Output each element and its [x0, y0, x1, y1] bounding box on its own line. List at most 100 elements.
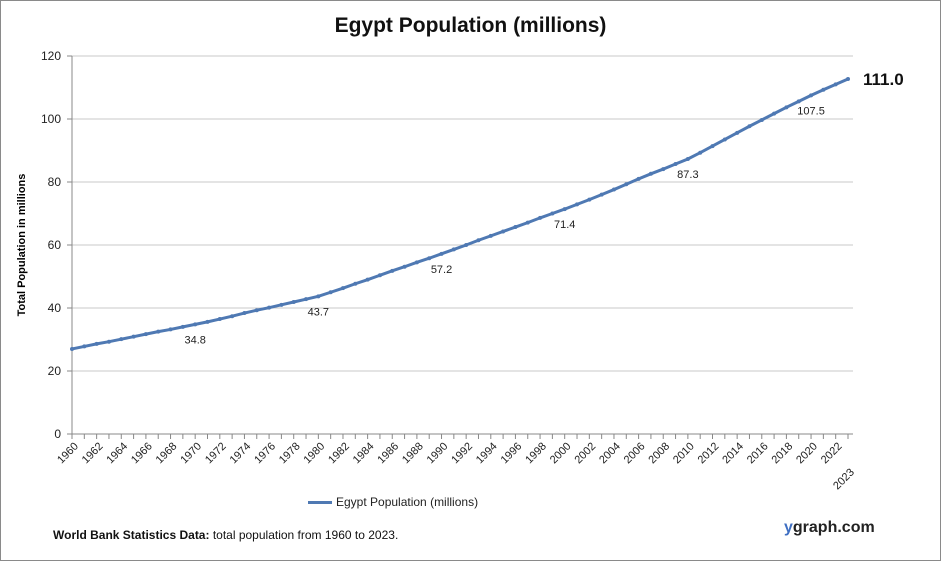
chart-title: Egypt Population (millions): [334, 14, 607, 37]
data-point: [402, 264, 407, 269]
y-tick-label: 0: [54, 427, 61, 441]
data-point: [414, 260, 419, 265]
data-point: [624, 182, 629, 187]
data-point: [821, 87, 826, 92]
data-label: 43.7: [308, 306, 329, 318]
brand-rest: graph.com: [792, 519, 875, 536]
x-tick-label: 1982: [326, 440, 352, 466]
x-tick-label: 1992: [449, 440, 475, 466]
x-tick-label: 1978: [277, 440, 303, 466]
data-point: [575, 202, 580, 207]
data-point: [70, 346, 74, 351]
data-point: [205, 319, 210, 324]
data-point: [488, 233, 493, 238]
data-point: [550, 211, 555, 216]
x-tick-label: 2000: [548, 440, 574, 466]
data-point: [328, 290, 333, 295]
data-point: [353, 281, 358, 286]
data-point: [772, 111, 777, 116]
data-point: [390, 268, 395, 273]
x-tick-label: 1976: [252, 440, 278, 466]
legend: Egypt Population (millions): [308, 495, 478, 509]
data-point: [562, 207, 567, 212]
data-point: [304, 297, 309, 302]
data-point: [439, 251, 444, 256]
brand-logo: ygraph.com: [784, 519, 875, 537]
data-point: [611, 187, 616, 192]
data-point: [119, 337, 124, 342]
data-point: [698, 150, 703, 155]
data-point: [427, 256, 432, 261]
data-point: [722, 137, 727, 142]
data-point: [648, 171, 653, 176]
x-tick-label: 1996: [499, 440, 525, 466]
x-tick-label: 1988: [400, 440, 426, 466]
x-tick-label: 1968: [154, 440, 180, 466]
data-point: [476, 238, 481, 243]
data-point: [464, 243, 469, 247]
x-tick-label: 1984: [351, 440, 377, 466]
data-point: [143, 332, 148, 337]
y-tick-label: 20: [48, 364, 62, 378]
data-point: [587, 197, 592, 202]
y-tick-label: 100: [41, 112, 61, 126]
x-tick-label: 1960: [55, 440, 81, 466]
source-text: total population from 1960 to 2023.: [209, 528, 399, 542]
data-point: [599, 192, 604, 197]
data-label: 34.8: [184, 334, 205, 346]
data-point: [784, 105, 789, 110]
x-tick-label: 1990: [425, 440, 451, 466]
x-tick-label: 2012: [696, 440, 722, 466]
source-bold: World Bank Statistics Data:: [53, 528, 210, 542]
x-tick-label: 2004: [597, 440, 623, 466]
data-point: [501, 229, 506, 234]
data-point: [168, 327, 173, 332]
data-point: [193, 322, 198, 327]
data-point: [796, 99, 801, 104]
data-point: [365, 277, 370, 282]
data-point: [759, 117, 764, 122]
x-tick-label: 1980: [302, 440, 328, 466]
x-tick-label: 2022: [819, 440, 845, 466]
data-point: [809, 93, 814, 98]
data-point: [735, 130, 740, 135]
data-point: [685, 157, 690, 162]
data-label: 107.5: [797, 105, 825, 117]
source-note: World Bank Statistics Data: total popula…: [53, 528, 398, 542]
data-point: [279, 302, 284, 307]
x-tick-label: 2010: [671, 440, 697, 466]
data-point: [291, 300, 296, 305]
data-point: [106, 339, 111, 344]
y-tick-label: 40: [48, 301, 62, 315]
data-point: [661, 167, 666, 172]
data-point: [846, 76, 850, 81]
data-point: [82, 344, 87, 349]
legend-label: Egypt Population (millions): [336, 495, 479, 509]
data-label: 71.4: [554, 219, 575, 231]
x-tick-label: 1962: [80, 440, 106, 466]
x-tick-label: 2023: [831, 466, 857, 492]
data-point: [267, 305, 272, 310]
y-tick-label: 60: [48, 238, 62, 252]
data-point: [242, 311, 247, 316]
x-tick-label: 2018: [770, 440, 796, 466]
end-value-label: 111.0: [863, 70, 904, 89]
data-point: [451, 247, 456, 252]
x-tick-label: 1964: [104, 440, 130, 466]
data-point: [538, 215, 543, 220]
x-tick-label: 1966: [129, 440, 155, 466]
x-tick-label: 2002: [572, 440, 598, 466]
brand-y: y: [784, 519, 793, 536]
data-point: [833, 82, 838, 87]
y-tick-label: 80: [48, 175, 62, 189]
x-tick-label: 2020: [794, 440, 820, 466]
data-point: [316, 294, 321, 299]
x-tick-label: 1998: [523, 440, 549, 466]
data-point: [513, 225, 518, 230]
data-point: [636, 176, 641, 181]
x-tick-label: 2008: [646, 440, 672, 466]
data-point: [94, 341, 99, 346]
data-point: [377, 273, 382, 278]
data-point: [230, 314, 235, 319]
